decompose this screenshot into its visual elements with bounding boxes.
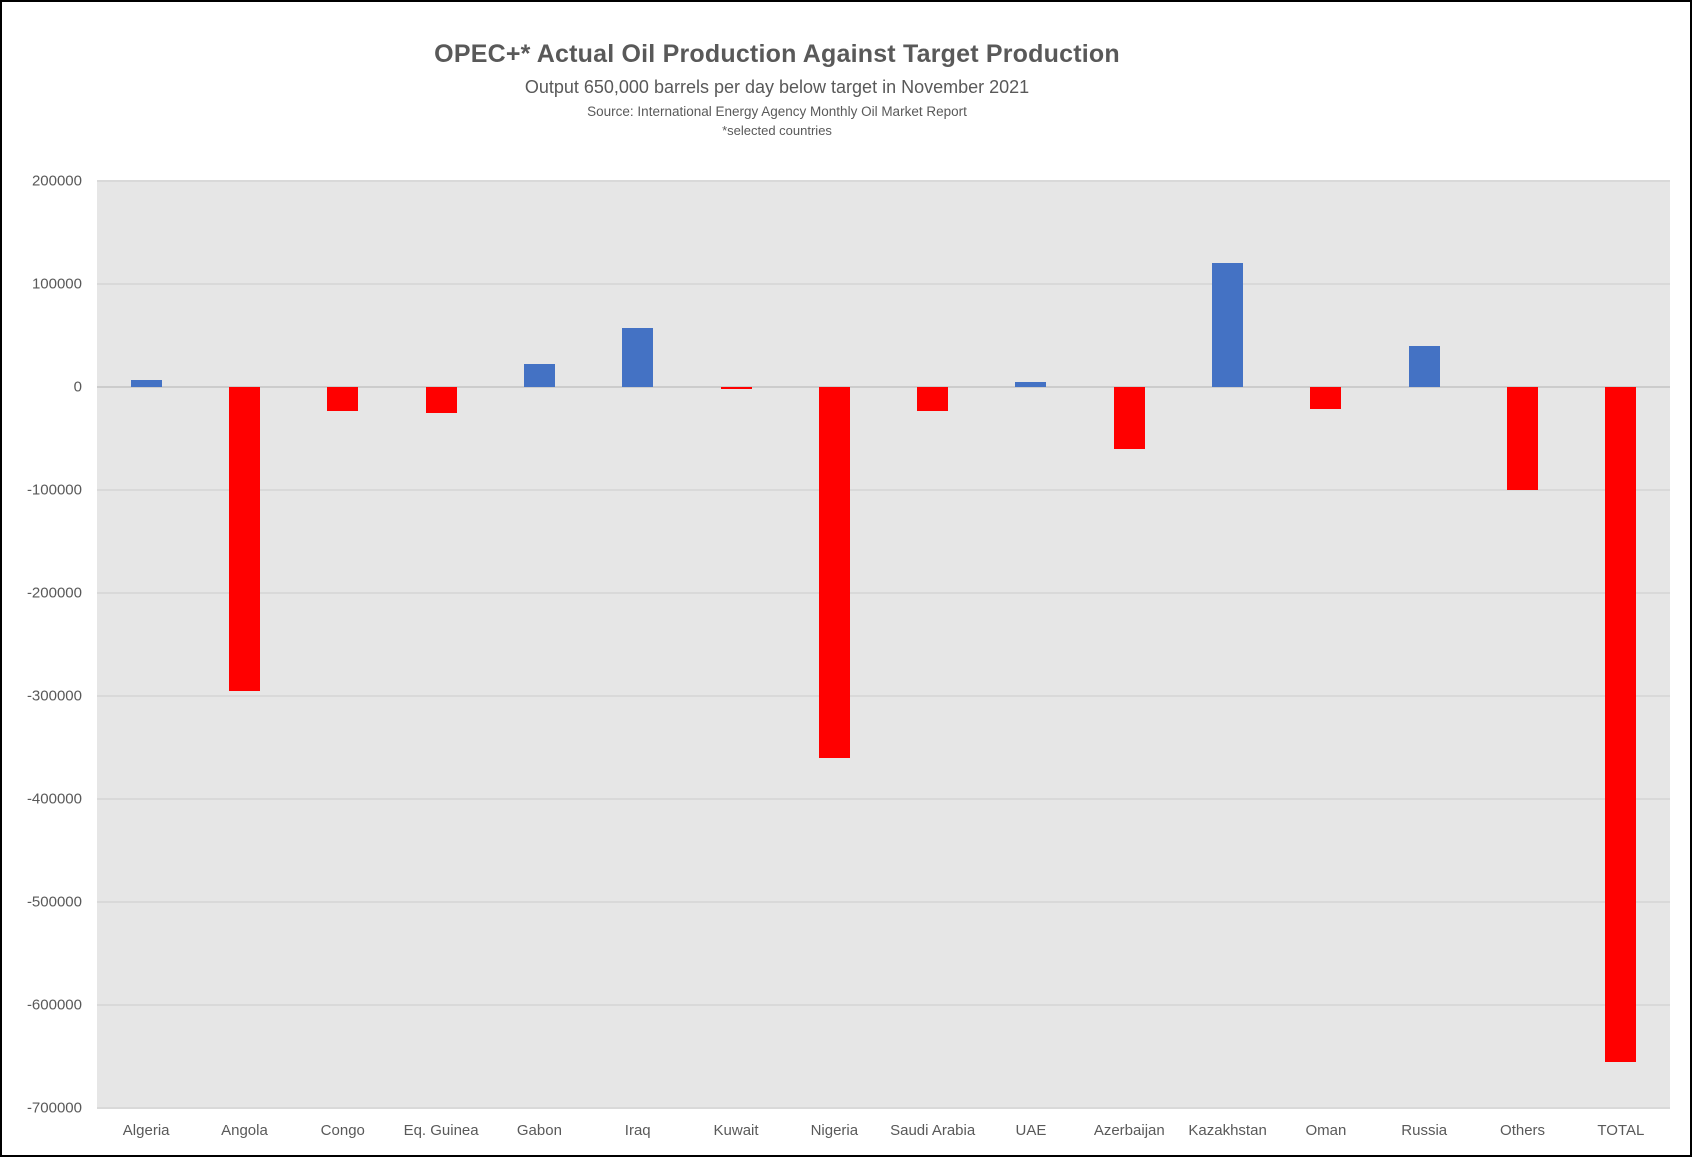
x-category-label: Oman [1305,1122,1347,1139]
gridline [97,695,1670,697]
x-category-label: Nigeria [810,1122,859,1139]
bar-nigeria [818,387,850,758]
y-tick-label: -100000 [26,481,82,499]
chart-subtitle: Output 650,000 barrels per day below tar… [524,77,1030,97]
x-category-label: Eq. Guinea [403,1122,479,1139]
chart-title: OPEC+* Actual Oil Production Against Tar… [434,40,1120,68]
x-category-label: Congo [320,1122,365,1139]
gridline [97,901,1670,903]
gridline [97,180,1670,182]
x-category-label: UAE [1015,1122,1047,1139]
chart-source: Source: International Energy Agency Mont… [587,104,967,119]
x-category-label: Gabon [516,1122,562,1139]
bar-kazakhstan [1212,263,1244,387]
y-tick-label: 100000 [31,275,82,293]
bar-angola [228,387,260,691]
chart-footnote: *selected countries [722,123,832,138]
x-category-label: TOTAL [1597,1122,1645,1139]
gridline [97,283,1670,285]
y-tick-label: -400000 [26,790,82,808]
bar-azerbaijan [1113,387,1145,449]
y-tick-label: -500000 [26,893,82,911]
bar-kuwait [720,387,752,390]
zero-gridline [97,386,1670,388]
gridline [97,489,1670,491]
x-category-label: Russia [1401,1122,1448,1139]
chart-header: OPEC+* Actual Oil Production Against Tar… [2,40,1552,138]
bar-eq-guinea [425,387,457,413]
bar-russia [1408,345,1440,387]
bar-iraq [622,328,654,387]
plot-area [97,180,1670,1109]
y-tick-label: -200000 [26,584,82,602]
bar-others [1507,387,1539,490]
bar-congo [327,387,359,411]
y-tick-label: 0 [73,378,82,396]
bar-algeria [130,379,162,387]
y-tick-label: -600000 [26,996,82,1014]
x-category-label: Azerbaijan [1093,1122,1165,1139]
y-tick-label: -300000 [26,687,82,705]
x-category-label: Kazakhstan [1188,1122,1267,1139]
x-category-label: Others [1500,1122,1546,1139]
bar-uae [1015,381,1047,387]
x-category-label: Angola [221,1122,268,1139]
x-category-label: Iraq [624,1122,651,1139]
x-category-label: Algeria [122,1122,170,1139]
gridline [97,1107,1670,1109]
bar-oman [1310,387,1342,409]
bar-total [1605,387,1637,1062]
gridline [97,592,1670,594]
x-category-label: Saudi Arabia [890,1122,976,1139]
y-tick-label: 200000 [31,172,82,190]
gridline [97,798,1670,800]
bar-gabon [523,364,555,387]
bar-saudi-arabia [917,387,949,411]
gridline [97,1004,1670,1006]
x-category-label: Kuwait [713,1122,759,1139]
y-tick-label: -700000 [26,1099,82,1117]
